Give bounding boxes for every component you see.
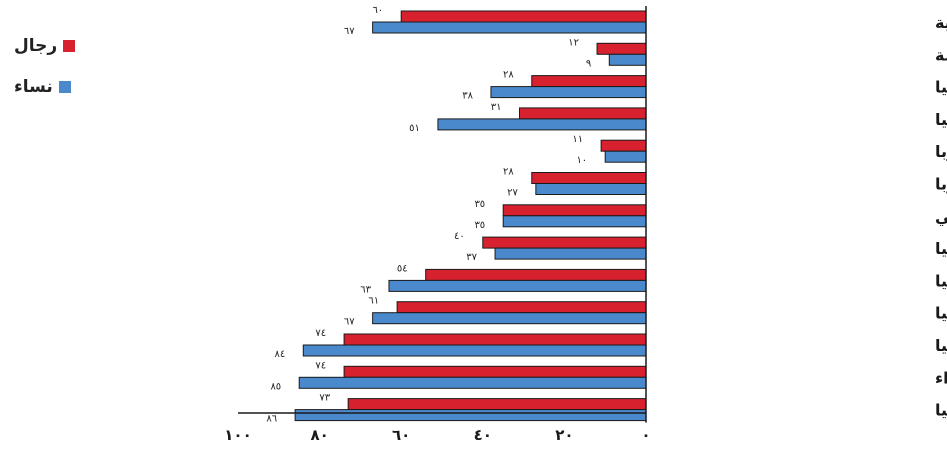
bar-men: [531, 172, 647, 184]
bar-men: [343, 333, 647, 346]
legend-label-women: نساء: [14, 77, 53, 97]
category-label: شرق أوروبا: [935, 174, 947, 194]
bar-women: [372, 21, 647, 34]
category-label: المناطق النامية: [935, 13, 947, 32]
bar-men: [502, 204, 647, 217]
category-label: غربي آسيا: [935, 77, 947, 98]
bar-women: [608, 53, 647, 66]
x-tick-label: ٢٠: [555, 426, 573, 444]
bar-men: [531, 75, 647, 88]
value-label-women: ٦٧: [344, 26, 355, 37]
bar-men: [343, 365, 647, 378]
bar-women: [372, 312, 647, 325]
category-labels-layer: المناطق النامية الأقاليم المتقدمة غربي آسي…: [935, 13, 947, 420]
bars-layer: [294, 10, 647, 422]
value-label-men: ٦٠: [372, 5, 383, 16]
bar-women: [490, 86, 647, 99]
bar-men: [482, 236, 647, 249]
bar-men: [596, 42, 647, 55]
bar-women: [604, 150, 647, 163]
value-label-men: ١٢: [568, 37, 579, 48]
value-label-women: ١٠: [576, 155, 587, 166]
category-label: رابطة الدول المستقلة-آسيا: [935, 238, 947, 258]
value-label-women: ٨٦: [266, 414, 277, 425]
legend-item-women: نساء: [14, 77, 104, 97]
x-tick-label: ٠: [641, 426, 650, 444]
x-tick-label: ٦٠: [392, 426, 410, 444]
bar-men: [425, 268, 647, 281]
value-label-women: ٦٧: [344, 317, 355, 328]
category-label: أقيانوسيا: [935, 400, 947, 420]
bar-men: [347, 398, 647, 411]
x-tick-label: ١٠٠: [224, 426, 251, 444]
category-label: رابطة الدول المستقلة- أوروبا: [935, 141, 947, 161]
category-label: شمال أفريقيا: [935, 109, 947, 129]
value-label-men: ٧٣: [319, 393, 330, 404]
legend-item-men: رجال: [14, 36, 104, 56]
x-tick-label: ٨٠: [310, 426, 328, 444]
category-label: جنوب آسيا: [935, 335, 947, 355]
value-label-men: ٤٠: [454, 231, 465, 242]
bar-women: [494, 247, 647, 260]
value-label-women: ٨٤: [275, 349, 286, 360]
bar-women: [388, 279, 647, 292]
bar-men: [600, 139, 647, 152]
category-label: الأقاليم المتقدمة: [935, 45, 947, 64]
bar-men: [519, 107, 647, 120]
bar-women: [302, 344, 647, 357]
bar-women: [298, 376, 647, 389]
bar-women: [502, 215, 647, 228]
value-label-women: ٨٥: [270, 381, 281, 392]
value-label-women: ٥١: [409, 123, 420, 134]
value-label-women: ٩: [586, 58, 591, 69]
value-label-men: ٣١: [491, 102, 502, 113]
value-label-women: ٣٨: [462, 91, 473, 102]
bar-women: [535, 183, 647, 195]
bar-women: [437, 118, 647, 131]
x-tick-label: ٤٠: [474, 426, 492, 444]
bar-women: [294, 409, 647, 422]
legend-swatch-women: [58, 81, 71, 93]
bar-men: [400, 10, 647, 23]
value-label-women: ٢٧: [507, 188, 518, 199]
category-label: أمريكا اللاتينية والكاريبي: [935, 206, 947, 227]
value-label-women: ٣٥: [474, 220, 485, 231]
category-label: جنوب شرق آسيا: [935, 303, 947, 323]
legend-swatch-men: [63, 40, 76, 52]
value-label-men: ١١: [572, 134, 583, 145]
value-label-women: ٣٧: [466, 252, 477, 263]
value-label-men: ٣٥: [474, 199, 485, 210]
value-label-men: ٥٤: [397, 263, 408, 274]
value-label-men: ٦١: [368, 296, 379, 307]
bar-men: [396, 301, 647, 314]
value-label-men: ٧٤: [315, 360, 326, 371]
value-label-men: ٢٨: [503, 167, 514, 178]
value-label-men: ٢٨: [503, 70, 514, 81]
x-axis: ٠ ٢٠ ٤٠ ٦٠ ٨٠ ١٠٠: [224, 6, 651, 444]
category-label: شرقي آسيا: [935, 270, 947, 291]
category-label: أفريقيا جنوب الصحراء: [935, 367, 947, 387]
value-label-men: ٧٤: [315, 328, 326, 339]
legend-label-men: رجال: [14, 36, 58, 56]
value-label-women: ٦٣: [360, 284, 371, 295]
